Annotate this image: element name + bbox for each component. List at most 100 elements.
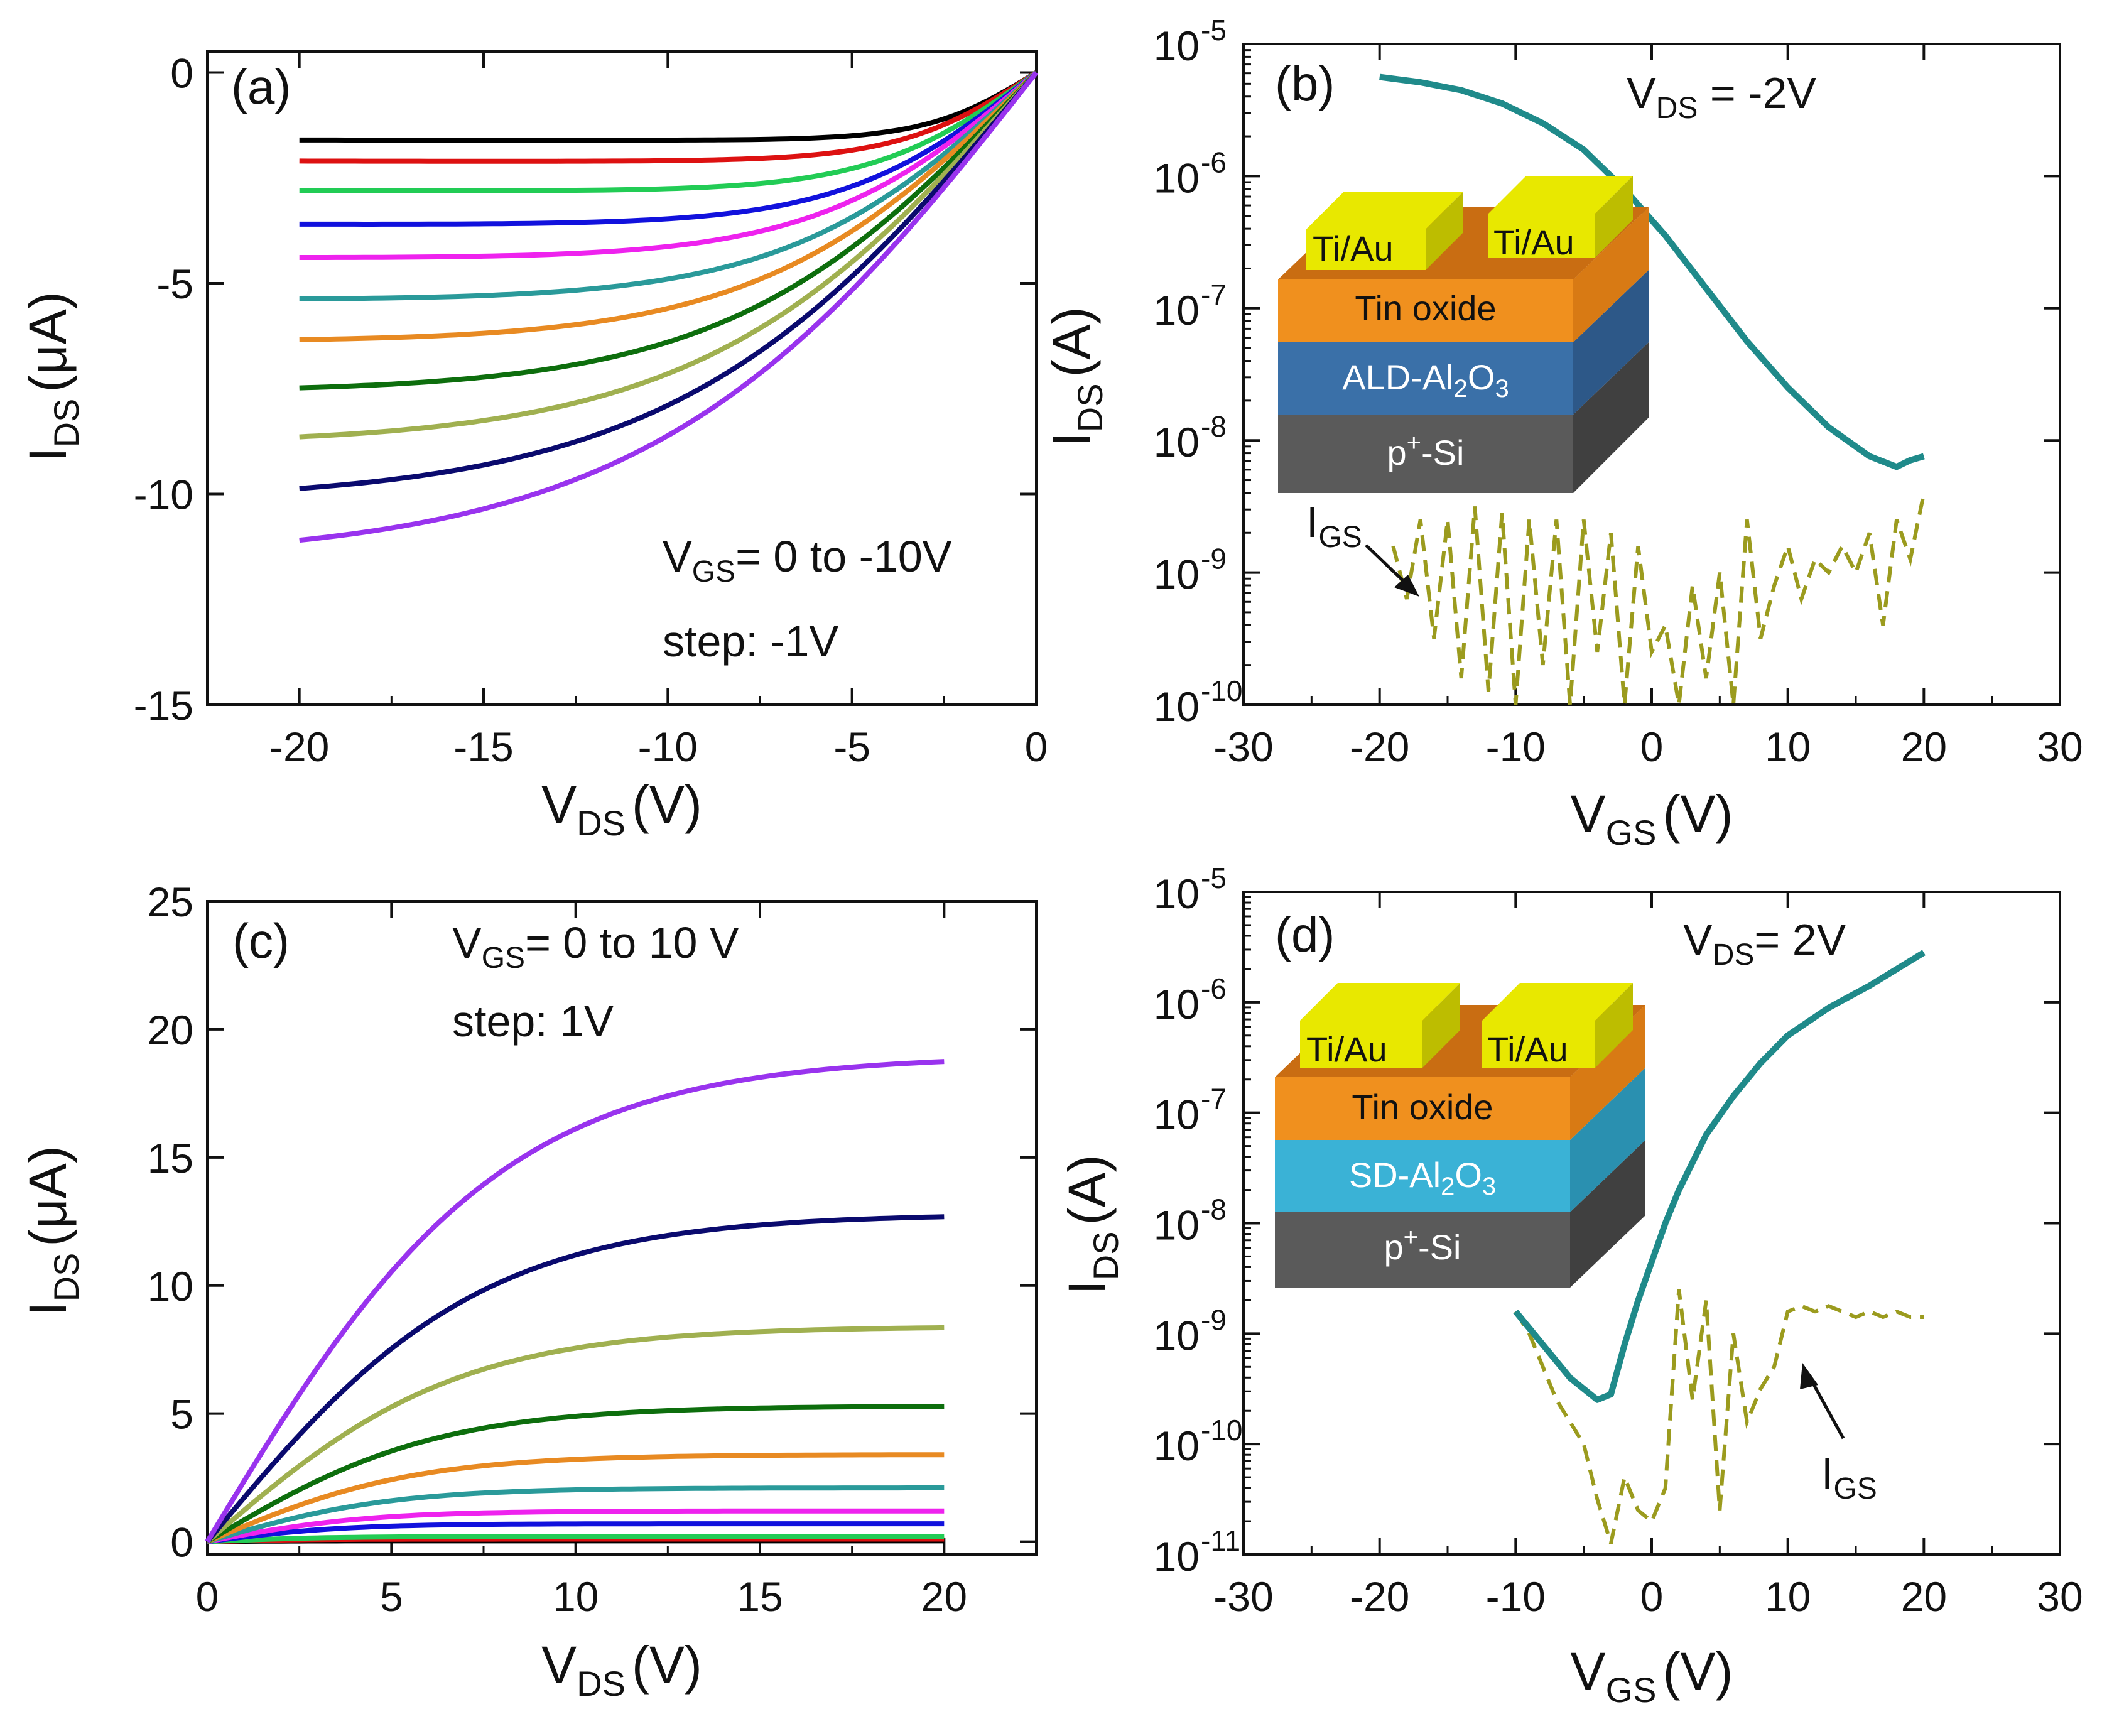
- curve-a-9: [299, 70, 1039, 491]
- step-annotation-c: step: 1V: [452, 997, 614, 1046]
- y-tick-label-d: 10: [1154, 1202, 1200, 1249]
- y-tick-label-a: -10: [134, 472, 193, 518]
- dielectric-label-d: SD-Al2O3: [1349, 1155, 1496, 1200]
- y-tick-exp-b: -10: [1201, 675, 1242, 707]
- y-tick-exp-d: -5: [1201, 862, 1227, 894]
- y-tick-label-c: 0: [170, 1519, 193, 1566]
- electrode-right-side-b: [1595, 176, 1633, 258]
- x-tick-label-c: 5: [380, 1573, 403, 1620]
- curve-a-10: [299, 71, 1039, 543]
- panel-label-d: (d): [1275, 907, 1335, 962]
- curve-c-8: [205, 1325, 945, 1544]
- x-tick-label-d: 10: [1765, 1573, 1811, 1620]
- substrate-label-b: p+-Si: [1387, 429, 1465, 472]
- electrode-right-front-b: [1488, 214, 1595, 258]
- x-tick-label-c: 0: [196, 1573, 219, 1620]
- x-tick-label-c: 20: [921, 1573, 967, 1620]
- oxide-front-d: [1275, 1077, 1570, 1140]
- electrode-right-front-d: [1482, 1021, 1595, 1068]
- y-tick-label-c: 25: [148, 879, 193, 925]
- plot-frame-c: [206, 900, 1038, 1556]
- electrode-left-top-b: [1306, 192, 1463, 229]
- device-inset-d: Ti/Au Ti/Au Tin oxide SD-Al2O3 p+-Si: [1275, 983, 1645, 1288]
- electrode-left-top-d: [1300, 983, 1460, 1021]
- y-tick-exp-d: -10: [1201, 1414, 1242, 1446]
- electrode-right-top-d: [1482, 983, 1633, 1021]
- y-axis-label-b: IDS(A): [1042, 307, 1110, 447]
- curve-c-6: [206, 1452, 945, 1544]
- y-tick-exp-b: -8: [1201, 410, 1227, 443]
- x-tick-label-a: -5: [833, 724, 870, 770]
- x-tick-label-d: 20: [1901, 1573, 1947, 1620]
- igs-curve-b: [1391, 492, 1926, 705]
- electrode-left-front-d: [1300, 1021, 1422, 1068]
- x-tick-label-b: -20: [1350, 724, 1409, 770]
- curve-a-3: [299, 70, 1038, 227]
- curve-c-2: [207, 1534, 945, 1544]
- y-tick-label-c: 15: [148, 1135, 193, 1181]
- curve-a-7: [299, 70, 1038, 391]
- y-tick-exp-b: -7: [1201, 278, 1227, 311]
- y-tick-exp-d: -7: [1201, 1083, 1227, 1115]
- curve-a-5: [299, 70, 1038, 301]
- curve-c-5: [206, 1485, 945, 1544]
- x-tick-label-a: -20: [269, 724, 329, 770]
- panel-label-b: (b): [1275, 56, 1335, 111]
- electrode-left-front-b: [1306, 229, 1426, 270]
- curves-a: [299, 70, 1039, 543]
- x-tick-label-d: 30: [2037, 1573, 2083, 1620]
- oxide-front-b: [1278, 279, 1573, 342]
- curves-c: [205, 1059, 945, 1544]
- x-tick-label-c: 15: [737, 1573, 783, 1620]
- y-tick-exp-d: -6: [1201, 972, 1227, 1005]
- x-tick-label-b: 30: [2037, 724, 2083, 770]
- igs-label-d: IGS: [1821, 1449, 1877, 1505]
- y-tick-label-d: 10: [1154, 981, 1200, 1028]
- vgs-annotation-a: VGS= 0 to -10V: [663, 532, 952, 589]
- y-tick-label-d: 10: [1154, 1092, 1200, 1138]
- plot-frame-a: [206, 50, 1038, 706]
- panel-a: -20 -15 -10 -5 0 0 -5 -10 -15 (a) VGS= 0 to -10V…: [18, 50, 1048, 843]
- y-axis-label-c: IDS(μA): [18, 1146, 86, 1316]
- curve-c-3: [207, 1521, 945, 1544]
- y-tick-label-b: 10: [1154, 155, 1200, 201]
- curve-a-2: [299, 70, 1038, 193]
- ids-curve-d: [1513, 950, 1926, 1403]
- y-axis-label-a: IDS(μA): [18, 291, 86, 462]
- igs-curve-d: [1514, 1289, 1924, 1544]
- x-tick-label-d: 0: [1640, 1573, 1664, 1620]
- electrode-left-side-b: [1426, 192, 1463, 270]
- y-tick-label-a: -15: [134, 682, 193, 729]
- curves-b: [1379, 73, 1926, 705]
- dielectric-front-b: [1278, 342, 1573, 415]
- igs-arrow-d: [1800, 1363, 1845, 1440]
- y-tick-exp-d: -11: [1201, 1524, 1240, 1557]
- device-inset-b: Ti/Au Ti/Au Tin oxide ALD-Al2O3 p+-Si: [1278, 176, 1649, 493]
- y-tick-label-c: 20: [148, 1007, 193, 1053]
- curve-c-4: [207, 1508, 945, 1544]
- panel-c: 0 5 10 15 20 0 5 10 15 20 25 (c) VGS= 0 to 10 V st…: [18, 879, 1038, 1703]
- y-tick-exp-b: -6: [1201, 146, 1227, 178]
- electrode-left-label-d: Ti/Au: [1306, 1029, 1387, 1069]
- x-tick-label-a: -15: [453, 724, 513, 770]
- si-side-d: [1570, 1140, 1645, 1288]
- x-tick-label-d: -30: [1213, 1573, 1273, 1620]
- oxide-label-b: Tin oxide: [1355, 288, 1496, 328]
- x-tick-label-c: 10: [553, 1573, 599, 1620]
- y-tick-exp-d: -9: [1201, 1303, 1227, 1336]
- axis-ticks-a: -20 -15 -10 -5 0 0 -5 -10 -15: [134, 50, 1048, 770]
- curve-a-6: [299, 70, 1038, 342]
- vds-annotation-d: VDS= 2V: [1683, 915, 1846, 972]
- dielectric-label-b: ALD-Al2O3: [1342, 357, 1509, 403]
- y-tick-label-b: 10: [1154, 287, 1200, 334]
- x-tick-label-a: 0: [1025, 724, 1048, 770]
- y-tick-label-a: -5: [156, 261, 193, 307]
- electrode-right-side-d: [1595, 983, 1633, 1068]
- curve-a-4: [299, 70, 1038, 260]
- dielectric-front-d: [1275, 1140, 1570, 1212]
- x-tick-label-b: 0: [1640, 724, 1664, 770]
- x-tick-label-b: -10: [1486, 724, 1546, 770]
- y-tick-label-d: 10: [1154, 1312, 1200, 1359]
